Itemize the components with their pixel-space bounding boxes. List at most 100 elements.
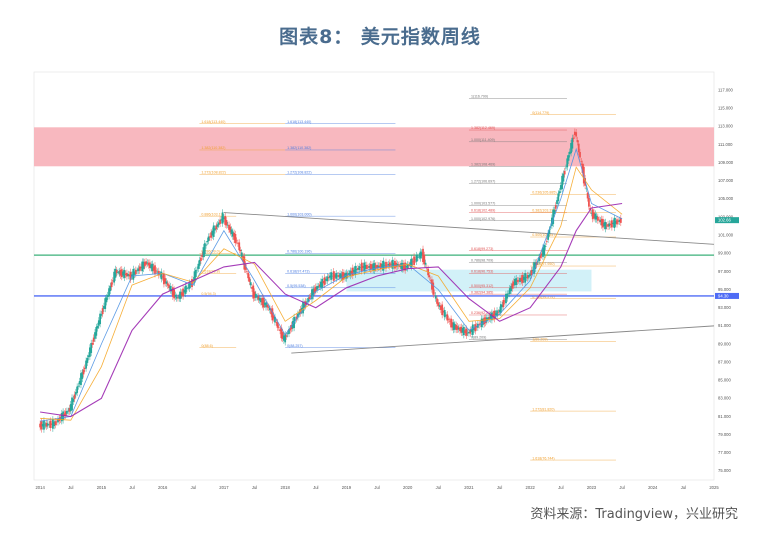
- fib-level-label: 1.382(110.382): [287, 146, 311, 150]
- candle-body: [336, 275, 339, 277]
- candle-body: [531, 269, 534, 271]
- candle-body: [150, 264, 153, 269]
- candle-body: [145, 261, 147, 265]
- candle-body: [543, 244, 546, 255]
- candle-body: [525, 276, 528, 278]
- candle-body: [50, 423, 53, 425]
- candle-body: [447, 318, 450, 320]
- candle-body: [332, 271, 335, 281]
- y-tick-label: 81.000: [718, 414, 731, 419]
- candle-body: [175, 296, 178, 299]
- candle-body: [151, 263, 154, 272]
- candle-body: [499, 304, 502, 313]
- candle-body: [267, 306, 270, 308]
- candle-body: [357, 267, 359, 270]
- candle-body: [244, 264, 247, 270]
- candle-body: [562, 173, 565, 182]
- candle-body: [382, 260, 385, 271]
- candle-body: [163, 273, 165, 285]
- candle-body: [274, 316, 276, 323]
- candle-body: [168, 284, 170, 289]
- x-tick-label: 2015: [97, 485, 107, 490]
- candle-body: [391, 259, 394, 269]
- y-tick-label: 75.000: [718, 468, 731, 473]
- candle-body: [80, 373, 82, 386]
- candle-body: [552, 209, 555, 224]
- candle-body: [612, 222, 615, 225]
- candle-body: [496, 310, 498, 317]
- candle-body: [237, 242, 239, 244]
- candle-body: [82, 369, 85, 375]
- candle-body: [103, 305, 105, 309]
- candle-body: [364, 264, 367, 269]
- candle-body: [418, 256, 421, 257]
- candle-body: [311, 289, 313, 300]
- candle-body: [605, 225, 608, 227]
- candle-body: [456, 326, 459, 330]
- candle-body: [68, 408, 71, 412]
- candle-body: [353, 269, 355, 273]
- y-tick-label: 95.000: [718, 287, 731, 292]
- y-tick-label: 87.000: [718, 359, 731, 364]
- fib-level-label: 1.382(112.469): [471, 126, 495, 130]
- candle-body: [409, 262, 412, 266]
- x-tick-label: Jul: [619, 485, 624, 490]
- candle-body: [263, 302, 266, 305]
- candle-body: [368, 265, 371, 268]
- candle-body: [143, 261, 146, 267]
- candle-body: [114, 268, 117, 278]
- y-tick-label: 97.000: [718, 269, 731, 274]
- candle-body: [234, 234, 237, 244]
- candle-body: [298, 312, 301, 315]
- candle-body: [494, 313, 497, 315]
- candle-body: [362, 265, 364, 268]
- candle-body: [561, 175, 564, 190]
- candle-body: [312, 288, 315, 297]
- candle-body: [115, 270, 118, 274]
- candle-body: [118, 271, 121, 274]
- candle-body: [559, 185, 562, 190]
- fib-level-label: 0.382(94.385): [471, 290, 493, 294]
- candle-body: [455, 324, 458, 330]
- candle-body: [262, 297, 265, 308]
- candle-body: [290, 324, 293, 330]
- candle-body: [221, 212, 224, 224]
- candle-body: [254, 293, 257, 298]
- candle-body: [147, 262, 150, 266]
- x-tick-label: 2017: [219, 485, 229, 490]
- candle-body: [514, 278, 516, 286]
- candle-body: [441, 304, 444, 316]
- fib-level-label: 1.382(108.469): [471, 162, 495, 166]
- candle-body: [325, 279, 327, 281]
- candle-body: [594, 213, 597, 220]
- candle-body: [100, 314, 103, 316]
- candle-body: [526, 275, 529, 279]
- candle-body: [422, 248, 424, 262]
- x-tick-label: 2018: [281, 485, 291, 490]
- candle-body: [454, 324, 456, 330]
- candle-body: [512, 281, 515, 286]
- candle-body: [73, 394, 76, 400]
- x-tick-label: 2021: [464, 485, 474, 490]
- candle-body: [165, 281, 168, 284]
- candle-body: [257, 296, 260, 300]
- candle-body: [122, 271, 124, 276]
- candle-body: [363, 262, 366, 272]
- candle-body: [97, 320, 100, 326]
- candle-body: [72, 398, 75, 402]
- candle-body: [498, 309, 501, 313]
- candle-body: [44, 424, 47, 426]
- candle-body: [155, 270, 158, 272]
- candle-body: [457, 327, 460, 330]
- candle-body: [387, 263, 390, 266]
- candle-body: [64, 411, 67, 416]
- candle-body: [261, 297, 264, 306]
- candle-body: [374, 265, 377, 269]
- candle-body: [365, 264, 368, 269]
- y-tick-label: 89.000: [718, 341, 731, 346]
- fib-level-label: 0.618(97.950): [532, 262, 554, 266]
- candle-body: [524, 273, 527, 283]
- candle-body: [479, 323, 482, 325]
- candle-body: [448, 320, 451, 322]
- candle-body: [66, 410, 68, 414]
